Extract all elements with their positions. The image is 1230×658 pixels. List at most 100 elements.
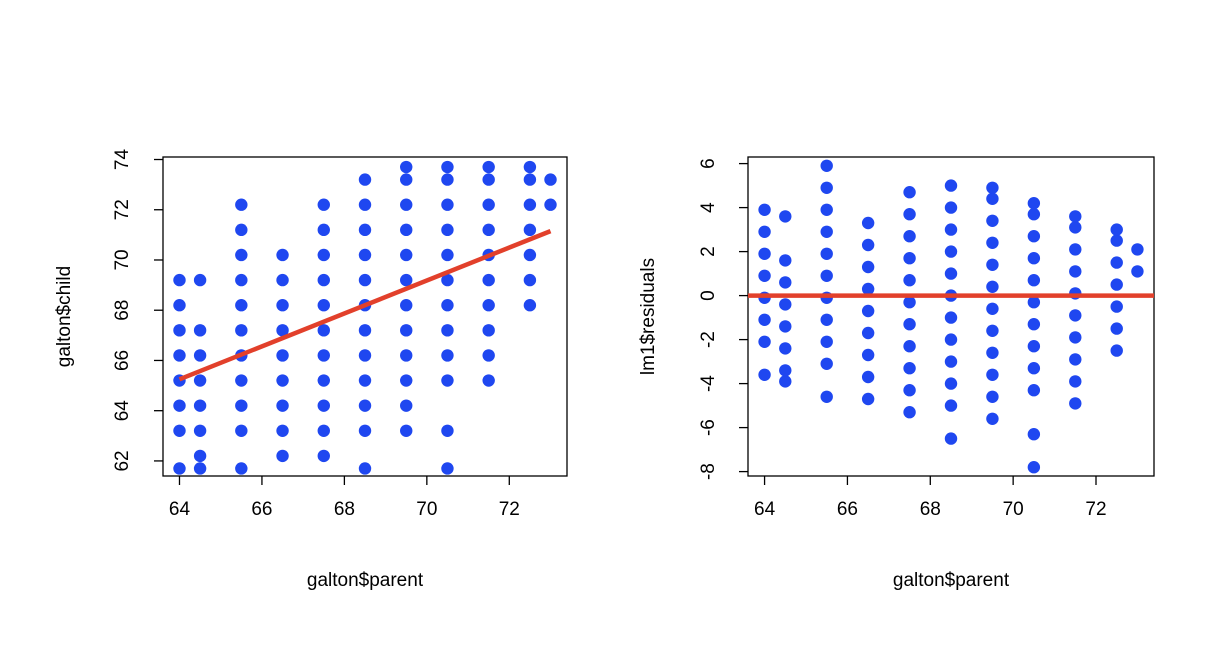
data-point xyxy=(1069,265,1082,278)
plot-child-vs-parent: 64 66 68 70 72 62 64 66 68 70 72 74 galton$parent gal… xyxy=(54,149,568,591)
data-point xyxy=(276,298,289,312)
data-point xyxy=(779,254,792,267)
data-point xyxy=(173,298,186,312)
data-point xyxy=(235,198,248,211)
data-point xyxy=(779,276,792,289)
data-point xyxy=(1110,234,1123,247)
data-point xyxy=(944,333,958,346)
x-tick-label: 70 xyxy=(1003,499,1024,520)
data-point xyxy=(235,374,248,387)
data-point xyxy=(903,318,916,331)
data-point xyxy=(358,462,372,475)
data-point xyxy=(400,349,413,362)
x-tick-label: 64 xyxy=(169,499,191,520)
data-point xyxy=(441,160,454,174)
data-point xyxy=(358,273,372,287)
data-point xyxy=(441,248,454,262)
data-point xyxy=(544,198,557,211)
y-tick-label: 4 xyxy=(698,202,719,213)
data-point xyxy=(986,324,999,337)
data-point xyxy=(173,324,186,337)
y-tick-label: 74 xyxy=(112,149,133,171)
data-point xyxy=(193,349,207,362)
data-point xyxy=(758,225,771,238)
data-point xyxy=(903,296,916,309)
data-point xyxy=(903,230,916,243)
data-point xyxy=(986,214,999,227)
data-point xyxy=(358,424,372,437)
data-point xyxy=(441,223,454,237)
data-point xyxy=(1027,428,1041,441)
data-point xyxy=(358,198,372,211)
data-point xyxy=(317,198,330,211)
data-point xyxy=(276,449,289,463)
data-point xyxy=(482,374,495,387)
x-tick-label: 72 xyxy=(1085,499,1106,520)
data-point xyxy=(193,424,207,437)
plot-residuals-vs-parent: 64 66 68 70 72 -8 -6 -4 -2 0 2 4 6 galton$parent lm1$r… xyxy=(638,156,1155,591)
data-point xyxy=(986,236,999,249)
data-point xyxy=(1069,375,1082,388)
data-point xyxy=(1027,197,1041,210)
data-point xyxy=(482,273,495,287)
data-point xyxy=(441,298,454,312)
y-tick-label: 2 xyxy=(698,246,719,257)
data-point xyxy=(758,247,771,260)
y-tick-label: 72 xyxy=(112,199,133,220)
data-point xyxy=(820,181,833,194)
data-point xyxy=(779,342,792,355)
data-point xyxy=(276,349,289,362)
data-point xyxy=(400,248,413,262)
data-point xyxy=(758,269,771,282)
data-point xyxy=(986,302,999,315)
data-point xyxy=(523,298,537,312)
data-point xyxy=(358,374,372,387)
data-point xyxy=(193,324,207,337)
data-point xyxy=(944,245,958,258)
plot-frame xyxy=(747,156,1155,477)
data-point xyxy=(944,355,958,368)
data-point xyxy=(903,252,916,265)
x-tick-label: 70 xyxy=(416,499,437,520)
data-point xyxy=(400,223,413,237)
x-tick-label: 66 xyxy=(251,499,272,520)
data-point xyxy=(1069,353,1082,366)
plot-frame xyxy=(162,156,568,477)
data-point xyxy=(1069,221,1082,234)
data-point xyxy=(758,335,771,348)
data-point xyxy=(944,223,958,236)
data-point xyxy=(944,377,958,390)
data-point xyxy=(903,362,916,375)
data-point xyxy=(758,313,771,326)
data-point xyxy=(1110,223,1123,236)
data-point xyxy=(820,269,833,282)
y-tick-label: 62 xyxy=(112,450,133,471)
data-point xyxy=(820,313,833,326)
data-point xyxy=(1027,252,1041,265)
data-point xyxy=(1027,384,1041,397)
data-point xyxy=(523,173,537,186)
data-point xyxy=(482,298,495,312)
data-point xyxy=(317,374,330,387)
data-point xyxy=(441,424,454,437)
x-axis-label: galton$parent xyxy=(893,570,1010,591)
y-tick-label: 70 xyxy=(112,249,133,270)
data-point xyxy=(779,298,792,311)
data-point xyxy=(820,390,833,403)
y-axis-label: lm1$residuals xyxy=(638,258,659,375)
y-axis-label: galton$child xyxy=(54,266,75,367)
data-point xyxy=(441,324,454,337)
data-point xyxy=(820,247,833,260)
data-point xyxy=(193,462,207,475)
data-point xyxy=(758,203,771,216)
data-point xyxy=(400,324,413,337)
data-point xyxy=(317,298,330,312)
data-point xyxy=(903,208,916,221)
data-point xyxy=(400,160,413,174)
data-point xyxy=(861,238,875,252)
data-point xyxy=(276,374,289,387)
data-point xyxy=(861,282,875,296)
y-tick-label: 64 xyxy=(112,400,133,422)
x-tick-label: 66 xyxy=(837,499,858,520)
